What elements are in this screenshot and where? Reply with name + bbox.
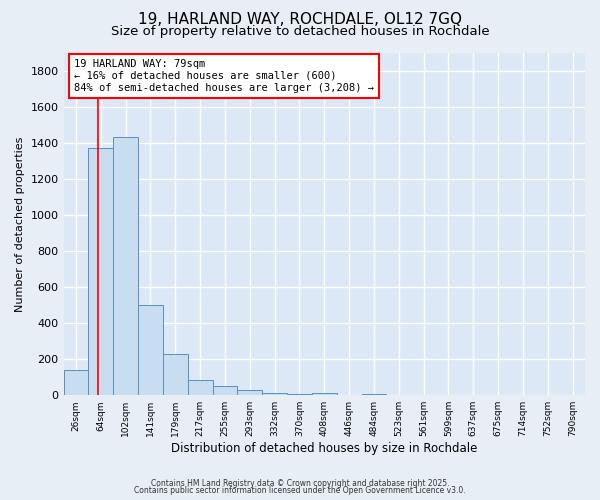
Text: 19 HARLAND WAY: 79sqm
← 16% of detached houses are smaller (600)
84% of semi-det: 19 HARLAND WAY: 79sqm ← 16% of detached …: [74, 60, 374, 92]
Bar: [238, 390, 262, 395]
Bar: [163, 354, 188, 395]
Bar: [64, 370, 88, 395]
Bar: [138, 305, 163, 395]
Text: Size of property relative to detached houses in Rochdale: Size of property relative to detached ho…: [110, 25, 490, 38]
Bar: [312, 394, 337, 395]
Y-axis label: Number of detached properties: Number of detached properties: [15, 136, 25, 312]
Text: 19, HARLAND WAY, ROCHDALE, OL12 7GQ: 19, HARLAND WAY, ROCHDALE, OL12 7GQ: [138, 12, 462, 28]
Bar: [287, 394, 312, 395]
Text: Contains HM Land Registry data © Crown copyright and database right 2025.: Contains HM Land Registry data © Crown c…: [151, 478, 449, 488]
Bar: [88, 148, 113, 395]
Bar: [188, 380, 212, 395]
Text: Contains public sector information licensed under the Open Government Licence v3: Contains public sector information licen…: [134, 486, 466, 495]
Bar: [212, 386, 238, 395]
Bar: [362, 394, 386, 395]
X-axis label: Distribution of detached houses by size in Rochdale: Distribution of detached houses by size …: [171, 442, 478, 455]
Bar: [262, 392, 287, 395]
Bar: [113, 138, 138, 395]
